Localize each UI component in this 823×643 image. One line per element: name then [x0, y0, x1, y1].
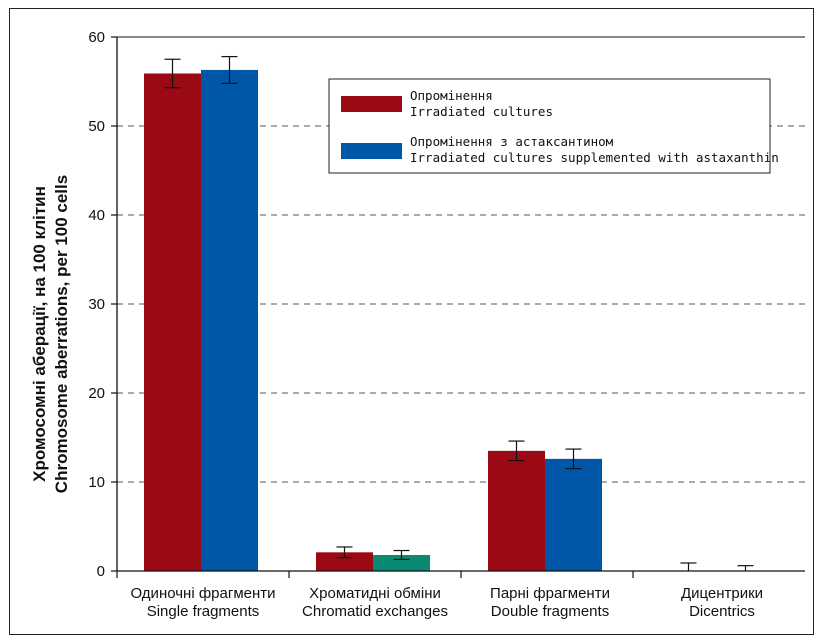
bar — [488, 450, 545, 571]
category-label-uk: Одиночні фрагменти — [130, 585, 275, 602]
category-label-uk: Дицентрики — [681, 585, 763, 602]
legend: Опромінення Irradiated cultures Опроміне… — [328, 78, 779, 174]
bar — [373, 554, 430, 571]
legend-label-astaxanthin-uk: Опромінення з астаксантином — [410, 134, 614, 149]
legend-label-astaxanthin-en: Irradiated cultures supplemented with as… — [410, 150, 779, 165]
bar — [144, 73, 201, 572]
y-tick-label: 60 — [88, 29, 105, 46]
y-tick-label: 40 — [88, 207, 105, 224]
error-bars — [164, 55, 754, 571]
legend-box — [328, 78, 771, 174]
bars — [144, 69, 602, 572]
legend-label-irradiated-en: Irradiated cultures — [410, 104, 553, 119]
y-axis-label-en: Chromosome aberrations, per 100 cells — [52, 175, 71, 493]
legend-label-irradiated-uk: Опромінення — [410, 88, 493, 103]
bar — [201, 69, 258, 572]
legend-swatch-astaxanthin — [341, 143, 402, 159]
y-tick-label: 10 — [88, 474, 105, 491]
y-tick-label: 20 — [88, 385, 105, 402]
category-label-en: Double fragments — [491, 603, 609, 620]
y-tick-label: 0 — [97, 563, 105, 580]
bar — [545, 458, 602, 571]
category-label-en: Dicentrics — [689, 603, 755, 620]
bar — [316, 552, 373, 571]
category-label-uk: Парні фрагменти — [490, 585, 610, 602]
y-axis-label-uk: Хромосомні аберації, на 100 клітин — [30, 186, 49, 482]
y-tick-label: 30 — [88, 296, 105, 313]
axes: 0 10 20 30 40 50 60 — [88, 29, 805, 580]
category-label-en: Chromatid exchanges — [302, 603, 448, 620]
legend-swatch-irradiated — [341, 96, 402, 112]
category-label-uk: Хроматидні обміни — [309, 585, 441, 602]
y-tick-label: 50 — [88, 118, 105, 135]
category-label-en: Single fragments — [147, 603, 260, 620]
category-labels: Одиночні фрагменти Single fragments Хром… — [130, 585, 763, 620]
